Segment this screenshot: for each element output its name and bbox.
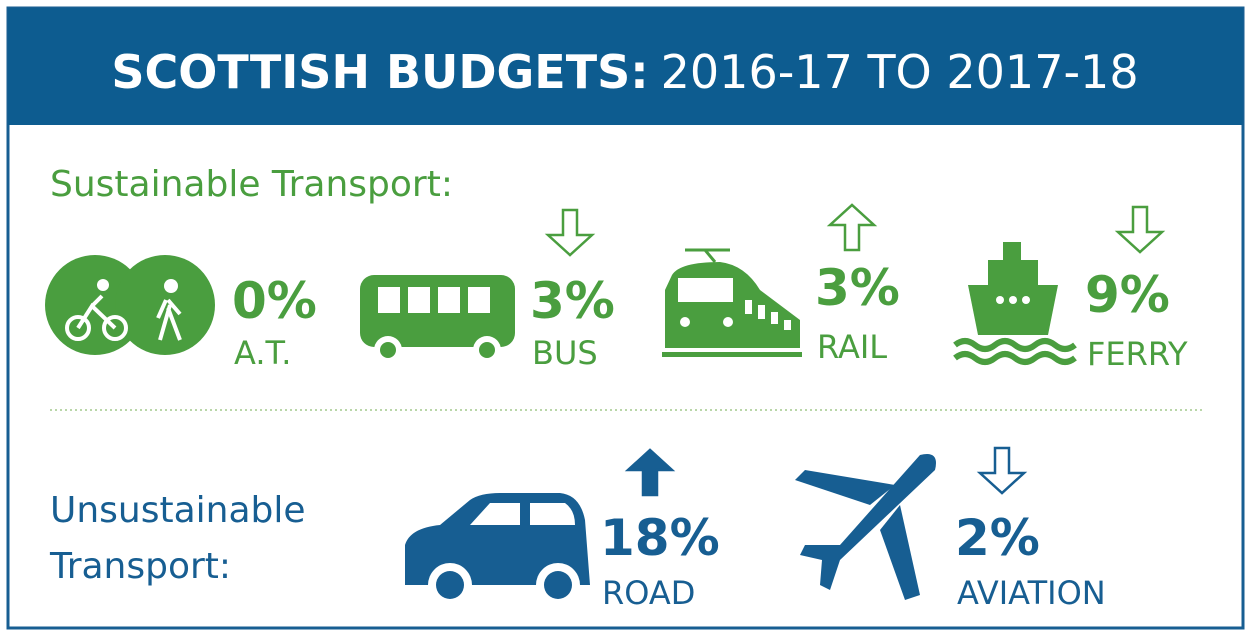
- title-bold: SCOTTISH BUDGETS:: [111, 45, 648, 99]
- change-arrow: [1114, 205, 1166, 254]
- percent: 2%: [955, 509, 1040, 567]
- title-light: 2016-17 TO 2017-18: [661, 45, 1139, 99]
- change-arrow: [544, 208, 596, 257]
- section-heading: Transport:: [49, 546, 231, 587]
- percent: 3%: [815, 259, 900, 317]
- mode-label: RAIL: [817, 328, 887, 366]
- title: SCOTTISH BUDGETS: 2016-17 TO 2017-18: [111, 45, 1138, 99]
- percent: 18%: [600, 509, 720, 567]
- header-band: [8, 8, 1243, 125]
- section-heading: Unsustainable: [50, 490, 306, 531]
- mode-label: A.T.: [234, 334, 291, 372]
- train-icon: [662, 248, 802, 357]
- mode-label: FERRY: [1087, 335, 1188, 373]
- mode-label: BUS: [532, 334, 598, 372]
- car-icon: [405, 493, 590, 607]
- percent: 3%: [530, 272, 615, 330]
- change-arrow: [976, 446, 1028, 495]
- mode-label: ROAD: [602, 574, 695, 612]
- percent: 9%: [1085, 266, 1170, 324]
- section-heading: Sustainable Transport:: [50, 164, 453, 205]
- mode-label: AVIATION: [957, 574, 1106, 612]
- change-arrow: [826, 203, 878, 252]
- plane-icon: [795, 454, 936, 600]
- ferry-icon: [953, 242, 1077, 365]
- bus-icon: [360, 275, 515, 364]
- active-travel-icon: [45, 255, 215, 355]
- change-arrow: [624, 448, 676, 497]
- percent: 0%: [232, 272, 317, 330]
